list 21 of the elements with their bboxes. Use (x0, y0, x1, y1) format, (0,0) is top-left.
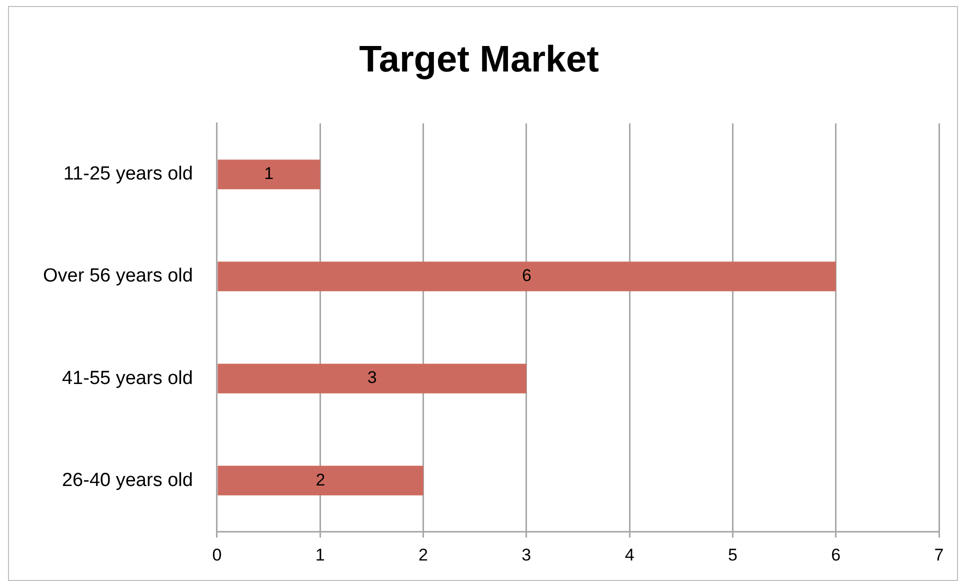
x-tick-label: 6 (831, 545, 841, 564)
x-tick-label: 3 (522, 545, 532, 564)
x-tick-label: 7 (934, 545, 944, 564)
y-tick-label: 41-55 years old (62, 368, 193, 389)
x-tick-label: 1 (315, 545, 325, 564)
data-label: 3 (367, 368, 377, 388)
x-tick-label: 0 (212, 545, 222, 564)
data-label: 1 (264, 164, 274, 184)
y-tick-label: Over 56 years old (42, 266, 193, 287)
data-label: 2 (316, 470, 326, 490)
x-tick-label: 5 (728, 545, 738, 564)
bar (218, 262, 836, 292)
y-tick-label: 26-40 years old (62, 470, 193, 491)
x-tick-label: 2 (418, 545, 428, 564)
data-label: 6 (522, 266, 532, 286)
x-tick-label: 4 (624, 545, 634, 564)
bar (218, 466, 424, 496)
bar (218, 364, 526, 394)
bar (218, 160, 320, 190)
chart-title: Target Market (359, 38, 599, 80)
y-tick-label: 11-25 years old (63, 164, 193, 185)
